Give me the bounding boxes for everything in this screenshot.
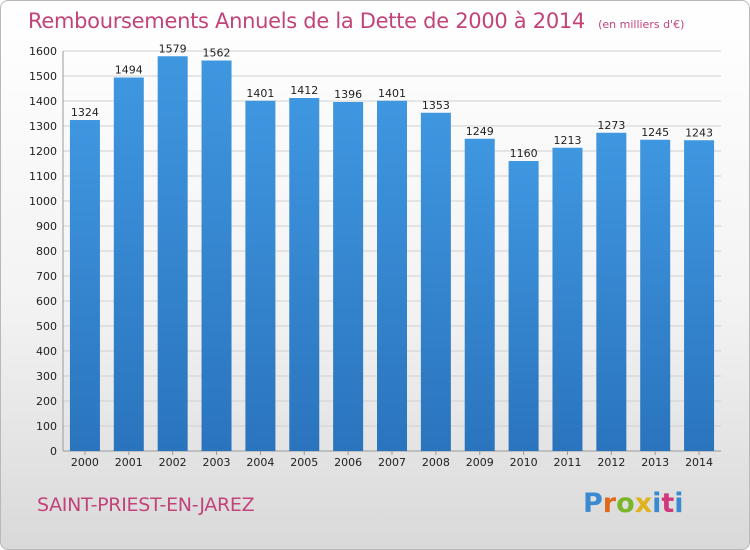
y-tick-label: 1600 [29, 45, 57, 58]
y-tick-label: 400 [36, 345, 57, 358]
bar [420, 112, 451, 451]
bar [333, 102, 364, 451]
x-tick-label: 2009 [466, 456, 494, 469]
y-tick-label: 1100 [29, 170, 57, 183]
bar [377, 100, 407, 451]
proxiti-logo: Proxiti [583, 488, 684, 519]
y-tick-label: 1000 [29, 195, 57, 208]
x-tick-label: 2001 [115, 456, 143, 469]
chart-subtitle: (en milliers d'€) [598, 18, 685, 31]
y-tick-label: 500 [36, 320, 57, 333]
data-label: 1245 [641, 126, 669, 139]
x-tick-label: 2007 [378, 456, 406, 469]
bar [464, 138, 495, 451]
x-tick-label: 2000 [71, 456, 99, 469]
logo-letter: i [652, 488, 662, 519]
bar [113, 77, 144, 451]
data-label: 1324 [71, 106, 99, 119]
logo-letter: P [583, 488, 603, 519]
x-tick-label: 2014 [685, 456, 713, 469]
data-label: 1579 [159, 42, 187, 55]
x-tick-label: 2003 [203, 456, 231, 469]
x-tick-label: 2002 [159, 456, 187, 469]
x-tick-label: 2004 [246, 456, 274, 469]
y-tick-label: 1400 [29, 95, 57, 108]
bar [201, 60, 232, 451]
data-label: 1353 [422, 99, 450, 112]
bar [508, 161, 539, 451]
bar [289, 98, 320, 451]
logo-letter: t [661, 488, 675, 519]
y-tick-label: 600 [36, 295, 57, 308]
y-tick-label: 100 [36, 420, 57, 433]
x-tick-label: 2005 [290, 456, 318, 469]
bar [684, 140, 715, 451]
bar [157, 56, 188, 451]
y-tick-label: 1300 [29, 120, 57, 133]
bar [552, 147, 583, 451]
city-name: SAINT-PRIEST-EN-JAREZ [37, 494, 255, 516]
logo-letter: x [634, 488, 653, 519]
x-tick-label: 2010 [510, 456, 538, 469]
x-tick-label: 2012 [597, 456, 625, 469]
chart-title: Remboursements Annuels de la Dette de 20… [28, 9, 585, 33]
logo-letter: o [616, 488, 635, 519]
data-label: 1562 [203, 47, 231, 60]
bar [640, 139, 671, 451]
data-label: 1396 [334, 88, 362, 101]
data-label: 1494 [115, 64, 143, 77]
y-tick-label: 300 [36, 370, 57, 383]
x-tick-label: 2013 [641, 456, 669, 469]
data-label: 1401 [246, 87, 274, 100]
bar [69, 120, 100, 451]
data-label: 1213 [553, 134, 581, 147]
data-label: 1412 [290, 84, 318, 97]
y-tick-label: 800 [36, 245, 57, 258]
title-row: Remboursements Annuels de la Dette de 20… [28, 9, 684, 33]
y-tick-label: 1500 [29, 70, 57, 83]
data-label: 1273 [597, 119, 625, 132]
y-tick-label: 1200 [29, 145, 57, 158]
x-tick-label: 2011 [553, 456, 581, 469]
logo-letter: r [602, 488, 617, 519]
x-tick-label: 2006 [334, 456, 362, 469]
data-label: 1243 [685, 126, 713, 139]
y-tick-label: 200 [36, 395, 57, 408]
logo-letter: i [674, 488, 684, 519]
y-tick-label: 900 [36, 220, 57, 233]
data-label: 1249 [466, 125, 494, 138]
bar [596, 132, 627, 451]
data-label: 1160 [510, 147, 538, 160]
data-label: 1401 [378, 87, 406, 100]
x-tick-label: 2008 [422, 456, 450, 469]
y-tick-label: 0 [50, 445, 57, 458]
y-tick-label: 700 [36, 270, 57, 283]
bar [245, 100, 276, 451]
